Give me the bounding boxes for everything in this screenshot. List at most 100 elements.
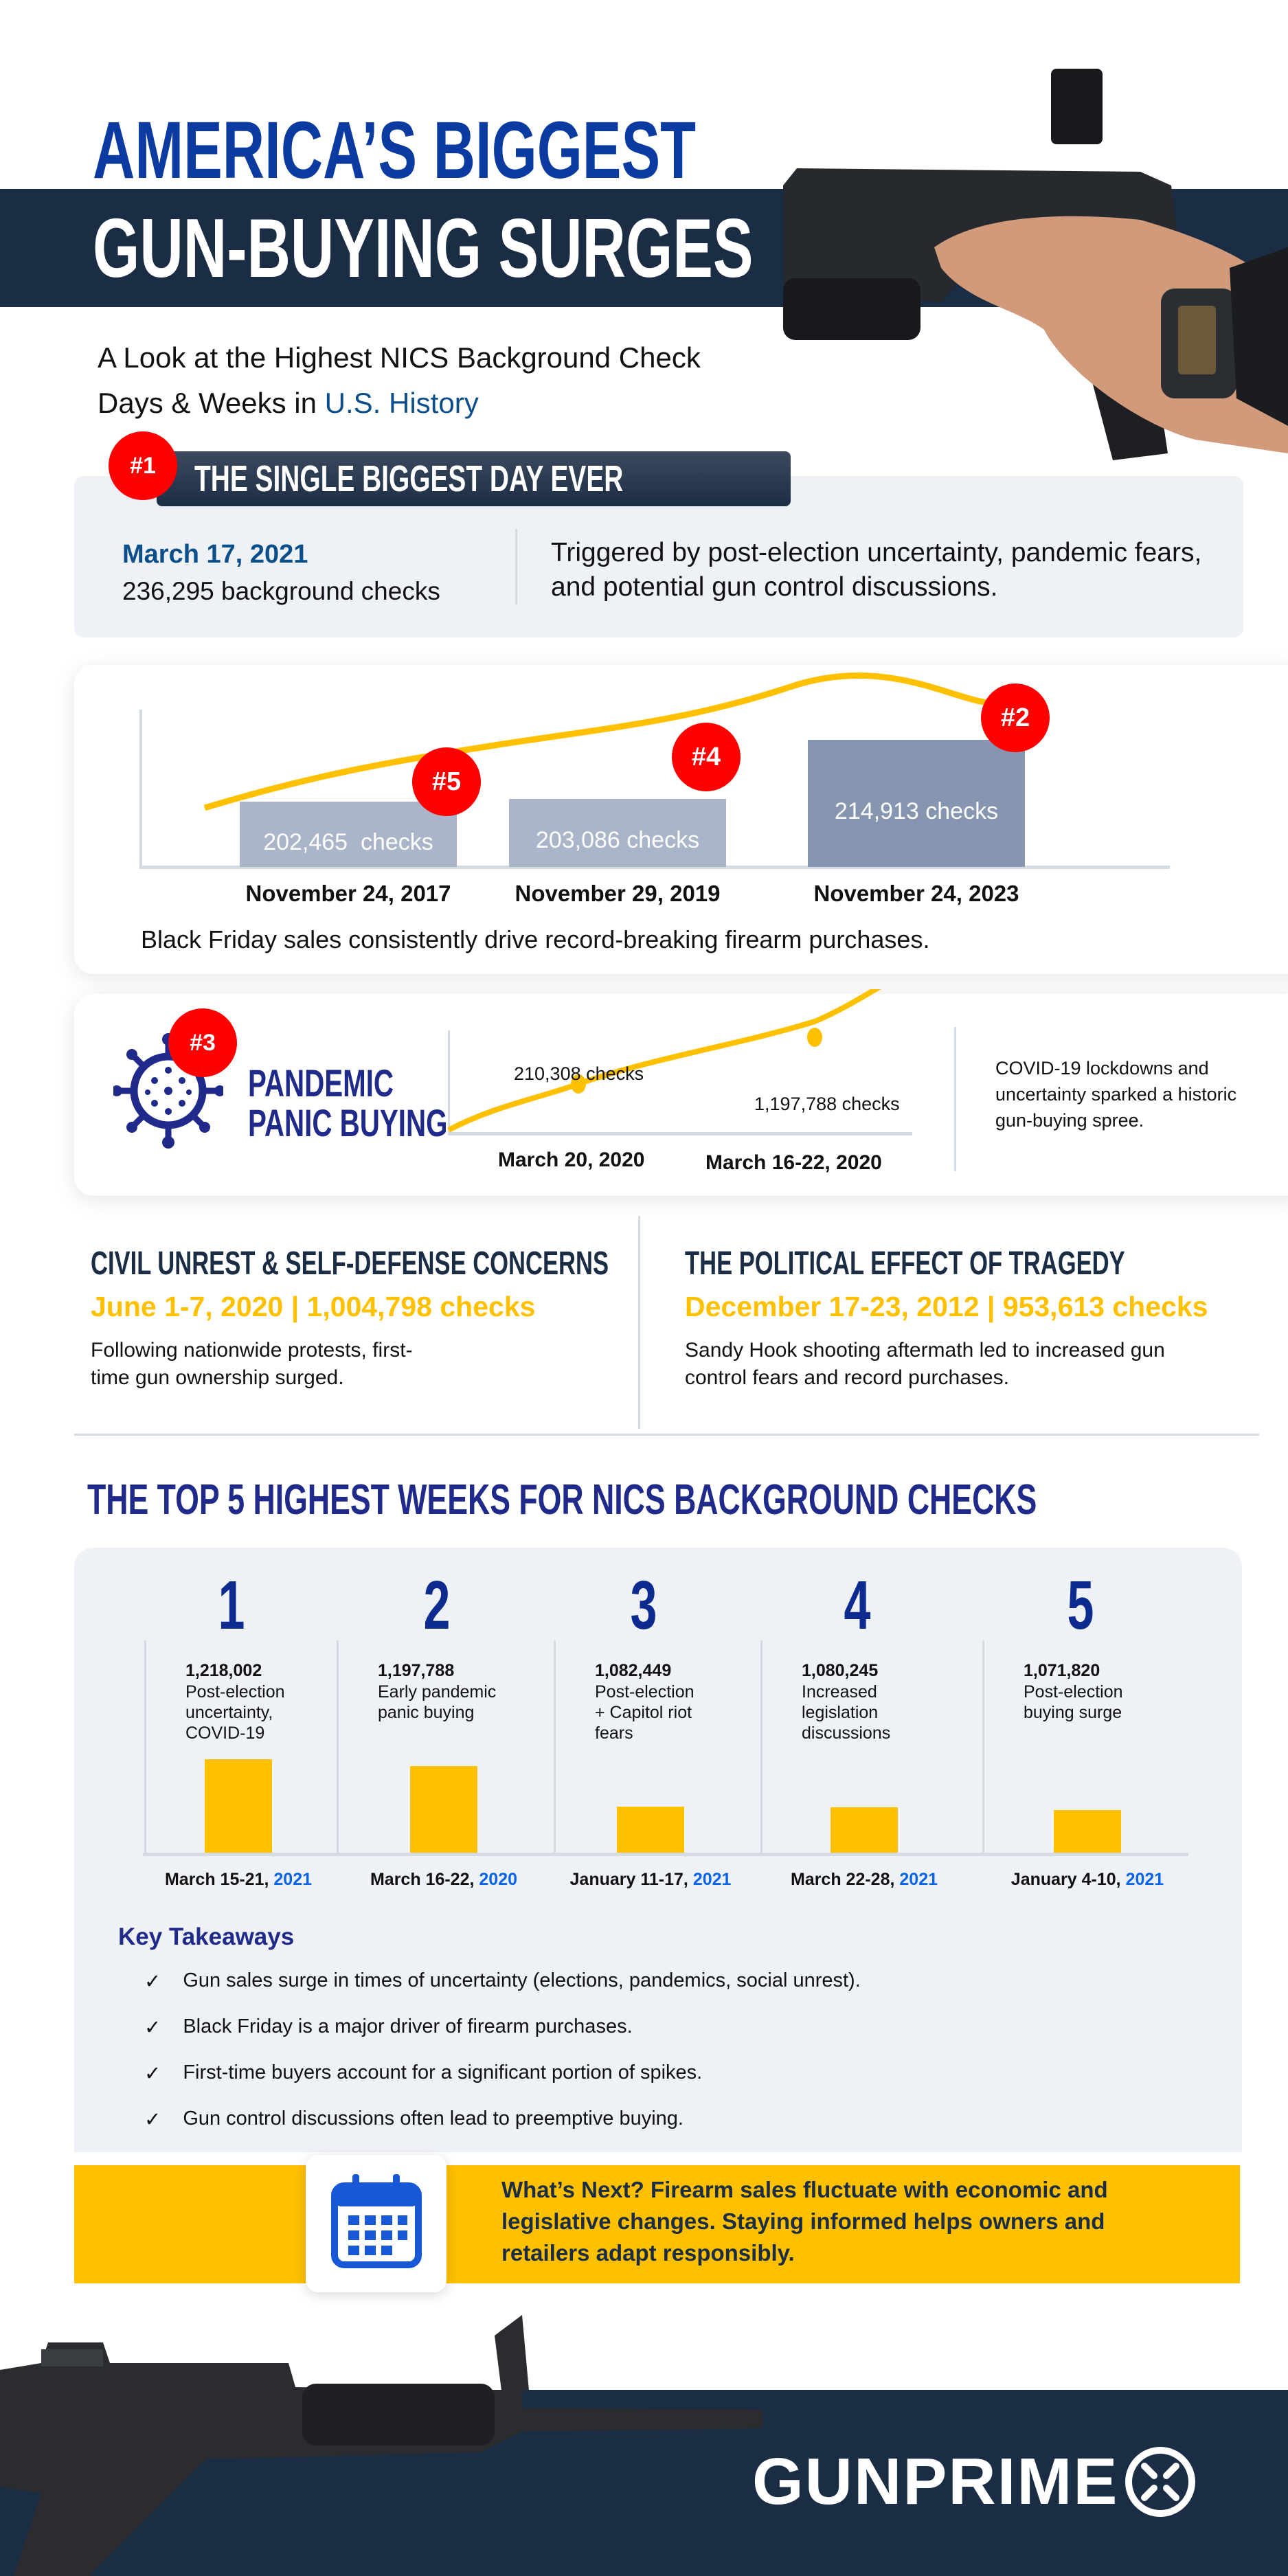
point-label: 210,308 checks (514, 1063, 644, 1084)
biggest-day-description: Triggered by post-election uncertainty, … (551, 538, 1202, 602)
data-point (807, 1028, 822, 1047)
page-title-line1: AMERICA’S BIGGEST (93, 110, 930, 191)
civil-unrest-stat: June 1-7, 2020 | 1,004,798 checks (91, 1291, 536, 1322)
calendar-icon (331, 2174, 422, 2268)
week-dates: January 4-10, 2021 (978, 1870, 1197, 1890)
pandemic-line-svg (447, 989, 881, 1133)
bar (808, 740, 1025, 867)
subtitle-highlight: U.S. History (324, 387, 479, 419)
title-text: GUN-BUYING SURGES (93, 201, 754, 295)
week-reason: discussions (802, 1724, 891, 1743)
biggest-day-header: THE SINGLE BIGGEST DAY EVER (157, 451, 791, 506)
takeaway-text: Gun sales surge in times of uncertainty … (183, 1969, 861, 1991)
whats-next-text: What’s Next? Firearm sales fluctuate wit… (501, 2174, 1108, 2269)
subtitle-prefix: Days & Weeks in (98, 387, 325, 419)
week-dates: March 22-28, 2021 (754, 1870, 974, 1890)
calendar-box (306, 2155, 447, 2292)
check-icon: ✓ (144, 2063, 161, 2085)
pandemic-title-line2: PANIC BUYING (248, 1101, 448, 1144)
section-heading: CIVIL UNREST & SELF-DEFENSE CONCERNS (91, 1245, 609, 1282)
week-reason: legislation (802, 1703, 879, 1722)
title-text: AMERICA’S BIGGEST (93, 105, 697, 196)
week-reason: Early pandemic (378, 1682, 497, 1702)
check-icon: ✓ (144, 1971, 161, 1993)
data-point (571, 1074, 586, 1094)
civil-unrest-text: Following nationwide protests, first- (91, 1339, 413, 1362)
top5-heading: THE TOP 5 HIGHEST WEEKS FOR NICS BACKGRO… (87, 1476, 1288, 1524)
bar (205, 1759, 272, 1853)
bar-label: 214,913 checks (834, 798, 999, 824)
week-dates: March 16-22, 2020 (334, 1870, 554, 1890)
week-dates: January 11-17, 2021 (541, 1870, 760, 1890)
section-heading: THE POLITICAL EFFECT OF TRAGEDY (685, 1245, 1125, 1282)
civil-unrest-section: CIVIL UNREST & SELF-DEFENSE CONCERNS Jun… (91, 1245, 810, 1392)
divider (515, 529, 517, 605)
pandemic-description: COVID-19 lockdowns and uncertainty spark… (995, 1058, 1237, 1131)
column-divider (554, 1640, 556, 1853)
point-date: March 20, 2020 (498, 1149, 645, 1171)
section-heading: THE TOP 5 HIGHEST WEEKS FOR NICS BACKGRO… (87, 1476, 1037, 1524)
week-year: 2020 (479, 1870, 518, 1889)
divider (638, 1216, 640, 1429)
takeaway-text: Black Friday is a major driver of firear… (183, 2015, 633, 2037)
bar (1054, 1810, 1121, 1853)
takeaway-item: ✓ Gun sales surge in times of uncertainty… (144, 1969, 861, 1993)
biggest-day-date: March 17, 2021 (122, 540, 308, 569)
whats-next-banner (74, 2165, 1240, 2283)
civil-unrest-text: time gun ownership surged. (91, 1366, 344, 1389)
column-divider (982, 1640, 984, 1853)
takeaway-item: ✓ Gun control discussions often lead to p… (144, 2108, 683, 2132)
whats-next-line: What’s Next? Firearm sales fluctuate wit… (501, 2177, 1108, 2202)
point-label: 1,197,788 checks (754, 1094, 900, 1114)
bar-date: November 24, 2017 (245, 881, 451, 906)
week-reason: + Capitol riot (595, 1703, 692, 1722)
tragedy-section: THE POLITICAL EFFECT OF TRAGEDY December… (685, 1245, 1288, 1392)
column-divider (144, 1640, 146, 1853)
check-icon: ✓ (144, 2017, 161, 2039)
rank-badge: #4 (672, 723, 741, 791)
bar-label: 203,086 checks (535, 827, 700, 854)
column-divider (337, 1640, 339, 1853)
takeaway-text: Gun control discussions often lead to pr… (183, 2108, 683, 2129)
bar (240, 802, 457, 867)
rifle-image (0, 2315, 762, 2576)
rank-number: 3 (630, 1567, 657, 1644)
pandemic-title-line1: PANDEMIC (248, 1061, 394, 1105)
pandemic-title: PANDEMIC PANIC BUYING (248, 1063, 525, 1143)
logo-text: GUNPRIME (752, 2445, 1119, 2518)
rank-badge: #1 (109, 431, 177, 500)
chart-axis-x (143, 1853, 1188, 1856)
bar (831, 1807, 898, 1853)
subtitle: A Look at the Highest NICS Background Ch… (98, 335, 701, 426)
chart-axis-y (139, 710, 142, 868)
pandemic-card (74, 994, 1288, 1196)
whats-next-line: retailers adapt responsibly. (501, 2240, 795, 2266)
tragedy-stat: December 17-23, 2012 | 953,613 checks (685, 1291, 1208, 1322)
bar (410, 1766, 477, 1853)
week-reason: COVID-19 (185, 1724, 265, 1743)
week-dates-text: March 16-22, (370, 1870, 479, 1889)
week-value: 1,071,820 (1024, 1661, 1100, 1680)
whats-next-line: legislative changes. Staying informed he… (501, 2208, 1105, 2234)
week-reason: Post-election (595, 1682, 694, 1702)
week-reason: fears (595, 1724, 633, 1743)
takeaway-item: ✓ Black Friday is a major driver of firea… (144, 2015, 633, 2040)
bar-date: November 29, 2019 (515, 881, 721, 906)
biggest-day-checks: 236,295 background checks (122, 577, 440, 605)
pistol-in-hand-image (783, 69, 1288, 460)
chart-axis-x (448, 1132, 912, 1136)
bar (509, 798, 726, 867)
subtitle-line2: Days & Weeks in U.S. History (98, 381, 701, 426)
point-date: March 16-22, 2020 (705, 1151, 882, 1174)
week-reason: Post-election (185, 1682, 285, 1702)
check-icon: ✓ (144, 2109, 161, 2131)
tragedy-text: Sandy Hook shooting aftermath led to inc… (685, 1339, 1165, 1362)
rank-badge: #2 (981, 683, 1050, 752)
week-year: 2021 (692, 1870, 732, 1889)
week-value: 1,218,002 (185, 1661, 262, 1680)
week-dates-text: January 4-10, (1010, 1870, 1126, 1889)
rank-badge: #5 (412, 747, 481, 816)
bar (617, 1806, 684, 1853)
takeaway-text: First-time buyers account for a signific… (183, 2061, 703, 2083)
crosshair-icon (1125, 2447, 1196, 2517)
